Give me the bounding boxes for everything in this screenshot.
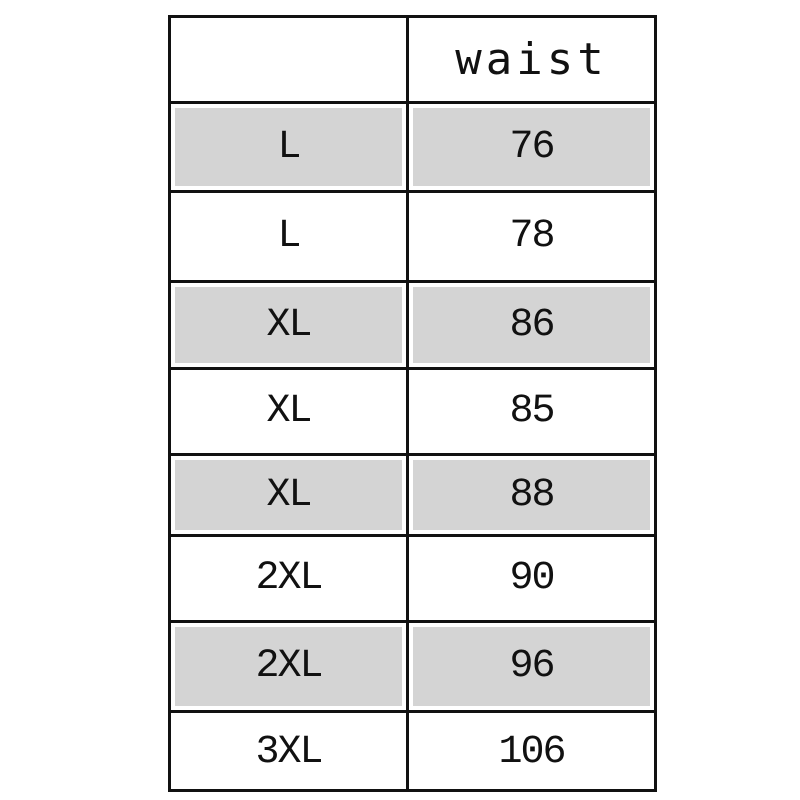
cell-size: XL bbox=[171, 370, 409, 453]
cell-text: 88 bbox=[509, 472, 555, 518]
table-row: 2XL 90 bbox=[171, 537, 654, 623]
cell-text: XL bbox=[266, 389, 312, 434]
cell-text: 106 bbox=[498, 730, 566, 775]
cell-text: XL bbox=[266, 302, 312, 348]
table-row: 3XL 106 bbox=[171, 713, 654, 792]
cell-waist: 85 bbox=[409, 370, 654, 453]
cell-waist: 86 bbox=[409, 283, 654, 367]
cell-waist: 78 bbox=[409, 193, 654, 280]
cell-size: 3XL bbox=[171, 713, 409, 792]
cell-size: XL bbox=[171, 456, 409, 534]
cell-text: XL bbox=[266, 472, 312, 518]
table-row: XL 85 bbox=[171, 370, 654, 456]
cell-text: 2XL bbox=[255, 556, 323, 601]
cell-waist: 90 bbox=[409, 537, 654, 620]
cell-waist: 88 bbox=[409, 456, 654, 534]
table-row: XL 88 bbox=[171, 456, 654, 537]
cell-text: 96 bbox=[509, 644, 555, 689]
cell-text: 76 bbox=[509, 124, 555, 170]
cell-text: 2XL bbox=[255, 644, 323, 689]
cell-text: L bbox=[277, 214, 301, 259]
table-row: L 78 bbox=[171, 193, 654, 283]
table-row: L 76 bbox=[171, 104, 654, 193]
cell-size: 2XL bbox=[171, 537, 409, 620]
cell-text: 3XL bbox=[255, 730, 323, 775]
cell-size: 2XL bbox=[171, 623, 409, 710]
cell-text: L bbox=[277, 124, 301, 170]
cell-text: 78 bbox=[509, 214, 555, 259]
cell-size: L bbox=[171, 104, 409, 190]
size-table: waist L 76 L 78 XL 86 XL 85 XL 88 2XL 90 2XL 96 3XL 106 bbox=[168, 15, 657, 792]
header-cell-size bbox=[171, 18, 409, 101]
cell-text: waist bbox=[455, 34, 608, 85]
cell-size: XL bbox=[171, 283, 409, 367]
cell-waist: 106 bbox=[409, 713, 654, 792]
cell-text: 86 bbox=[509, 302, 555, 348]
cell-size: L bbox=[171, 193, 409, 280]
header-cell-waist: waist bbox=[409, 18, 654, 101]
cell-waist: 76 bbox=[409, 104, 654, 190]
cell-text: 85 bbox=[509, 389, 555, 434]
header-row: waist bbox=[171, 18, 654, 104]
cell-text: 90 bbox=[509, 556, 555, 601]
cell-waist: 96 bbox=[409, 623, 654, 710]
table-row: XL 86 bbox=[171, 283, 654, 370]
table-row: 2XL 96 bbox=[171, 623, 654, 713]
